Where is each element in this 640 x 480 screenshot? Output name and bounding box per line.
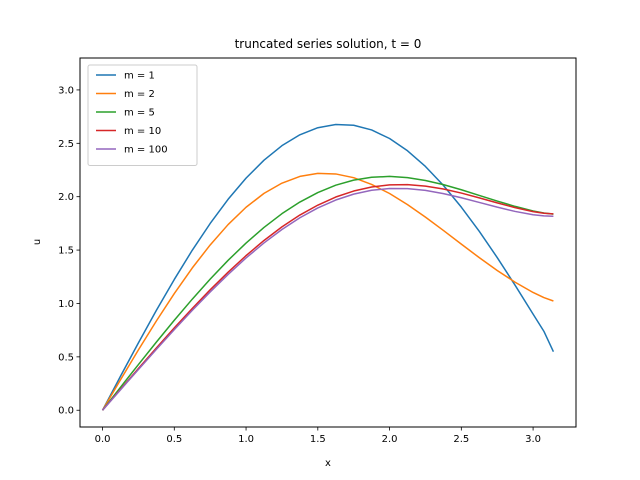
legend-label-1: m = 1 [124,71,155,82]
series-line-2 [101,172,554,411]
legend-box [87,64,198,166]
series-layer [101,123,555,411]
x-tick-label: 0.5 [166,434,182,445]
x-axis-label: x [325,458,331,469]
legend-label-4: m = 10 [124,126,161,137]
x-tick-label: 2.0 [382,434,398,445]
chart-title: truncated series solution, t = 0 [235,37,422,51]
series-line-4 [101,183,554,411]
legend-label-2: m = 2 [124,89,155,100]
y-tick-label: 2.0 [58,192,74,203]
y-tick-label: 1.5 [58,246,74,257]
series-line-1 [101,123,555,411]
y-tick-label: 2.5 [58,139,74,150]
series-line-5 [101,187,554,411]
plot-frame [79,57,577,428]
y-tick-label: 1.0 [58,299,74,310]
y-tick-label: 3.0 [58,85,74,96]
y-tick-label: 0.5 [58,352,74,363]
x-tick-label: 2.5 [453,434,469,445]
legend-label-5: m = 100 [124,145,168,156]
x-tick-label: 1.5 [310,434,326,445]
x-axis: 0.0 0.5 1.0 1.5 2.0 2.5 3.0 [95,427,541,445]
x-tick-label: 1.0 [238,434,254,445]
legend-label-3: m = 5 [124,108,155,119]
series-line-3 [101,175,554,411]
y-axis: 0.0 0.5 1.0 1.5 2.0 2.5 3.0 [58,85,80,417]
legend: m = 1 m = 2 m = 5 m = 10 m = 100 [87,64,198,166]
x-tick-label: 0.0 [95,434,111,445]
y-tick-label: 0.0 [58,406,74,417]
x-tick-label: 3.0 [525,434,541,445]
y-axis-label: u [32,239,43,245]
